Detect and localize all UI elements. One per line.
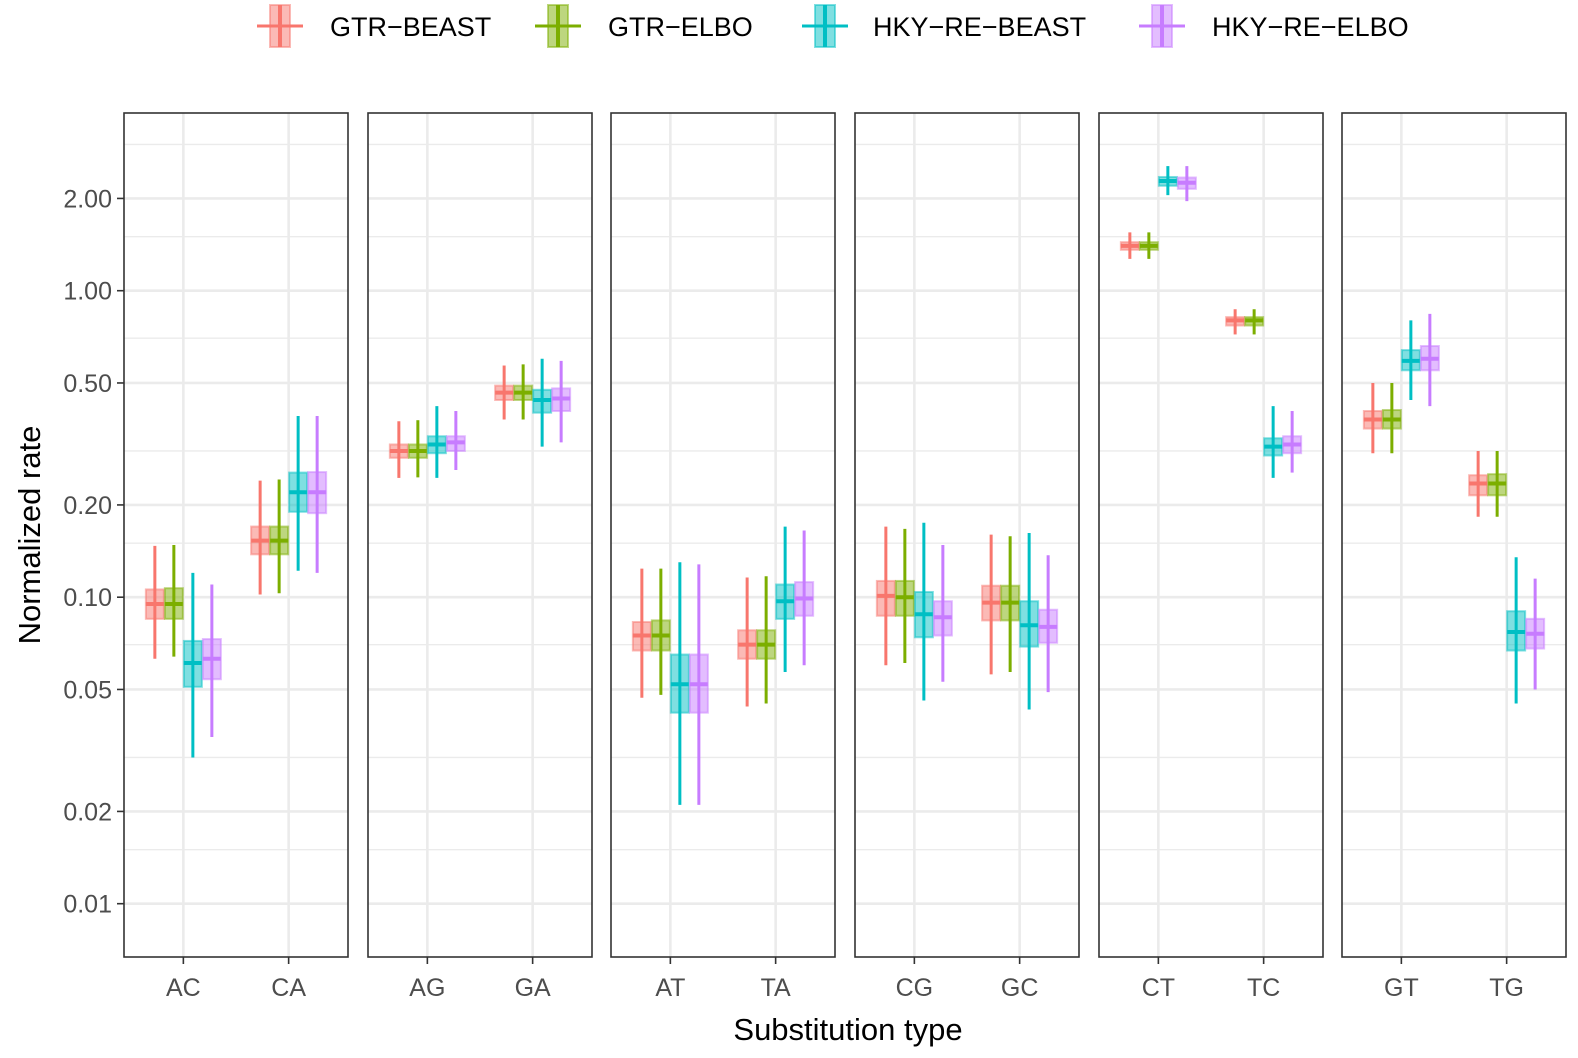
panel-background bbox=[1342, 113, 1566, 957]
box bbox=[875, 579, 896, 617]
panel-background bbox=[611, 113, 835, 957]
y-tick-label: 0.50 bbox=[63, 370, 112, 398]
panel-background bbox=[124, 113, 348, 957]
x-tick-label: CA bbox=[271, 974, 306, 1002]
legend-label: GTR−BEAST bbox=[330, 12, 491, 42]
panel-background bbox=[855, 113, 1079, 957]
panel-border bbox=[123, 112, 349, 958]
y-tick-label: 1.00 bbox=[63, 278, 112, 306]
x-tick-label: TG bbox=[1489, 974, 1524, 1002]
panel-border bbox=[1098, 112, 1324, 958]
x-tick-label: GT bbox=[1384, 974, 1419, 1002]
x-tick-label: GC bbox=[1001, 974, 1039, 1002]
y-axis-title: Normalized rate bbox=[12, 426, 47, 645]
legend-label: HKY−RE−BEAST bbox=[873, 12, 1086, 42]
y-tick-label: 0.01 bbox=[63, 891, 112, 919]
y-tick-label: 0.05 bbox=[63, 676, 112, 704]
x-tick-label: AC bbox=[166, 974, 201, 1002]
panel-background bbox=[368, 113, 592, 957]
legend-label: GTR−ELBO bbox=[608, 12, 753, 42]
x-tick-label: AG bbox=[409, 974, 445, 1002]
x-tick-label: AT bbox=[655, 974, 685, 1002]
x-tick-label: GA bbox=[515, 974, 551, 1002]
y-tick-label: 0.02 bbox=[63, 798, 112, 826]
x-tick-label: TA bbox=[761, 974, 791, 1002]
panel-border bbox=[367, 112, 593, 958]
x-tick-label: CG bbox=[896, 974, 934, 1002]
panel-border bbox=[854, 112, 1080, 958]
panel-border bbox=[1341, 112, 1567, 958]
y-tick-label: 0.20 bbox=[63, 492, 112, 520]
x-axis-title: Substitution type bbox=[733, 1012, 962, 1047]
y-tick-label: 0.10 bbox=[63, 584, 112, 612]
x-tick-label: CT bbox=[1142, 974, 1175, 1002]
panel-border bbox=[610, 112, 836, 958]
y-tick-label: 2.00 bbox=[63, 185, 112, 213]
legend-label: HKY−RE−ELBO bbox=[1212, 12, 1409, 42]
x-tick-label: TC bbox=[1247, 974, 1280, 1002]
panel-background bbox=[1099, 113, 1323, 957]
